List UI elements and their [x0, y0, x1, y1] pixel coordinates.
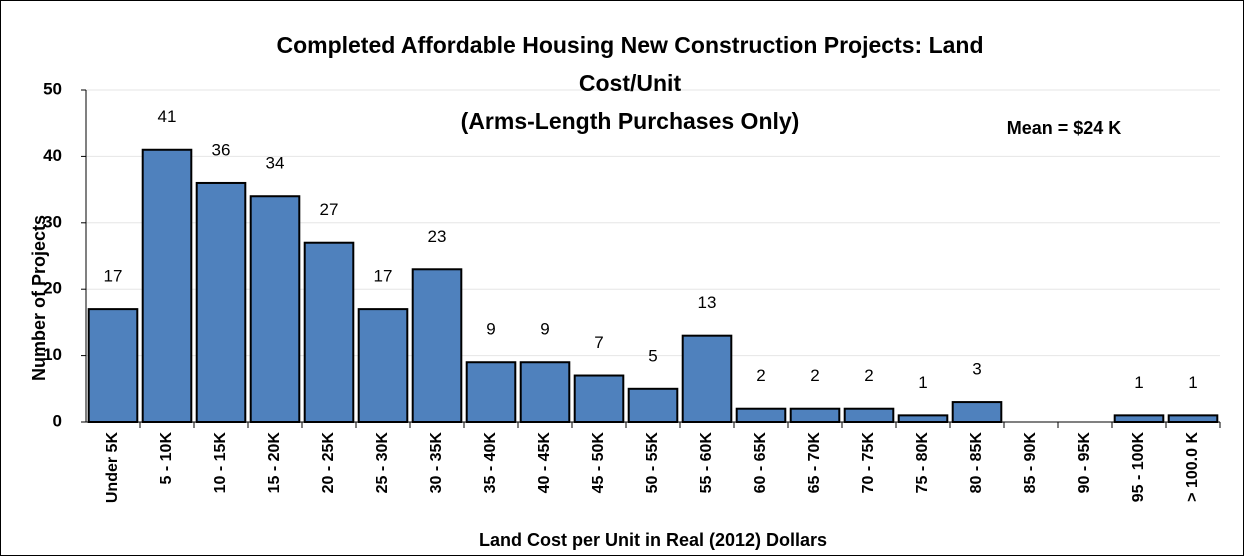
bar: [411, 268, 463, 423]
x-tick-label: 80 - 85K: [968, 432, 985, 494]
chart-title: (Arms-Length Purchases Only): [461, 108, 800, 134]
x-tick-label: 75 - 80K: [914, 432, 931, 494]
x-tick-label: 85 - 90K: [1022, 432, 1039, 494]
x-tick-label: 25 - 30K: [374, 432, 391, 494]
data-label: 34: [266, 154, 285, 173]
data-label: 1: [1188, 373, 1197, 392]
data-label: 13: [698, 293, 717, 312]
bar: [357, 308, 409, 423]
x-tick-label: 5 - 10K: [158, 432, 175, 485]
x-tick-label: 45 - 50K: [590, 432, 607, 494]
data-label: 2: [810, 366, 819, 385]
data-label: 9: [486, 320, 495, 339]
y-tick-label: 40: [43, 146, 62, 165]
x-tick-label: 35 - 40K: [482, 432, 499, 494]
bar: [1113, 414, 1165, 423]
x-axis-label: Land Cost per Unit in Real (2012) Dollar…: [479, 530, 827, 550]
x-tick-label: 60 - 65K: [752, 432, 769, 494]
x-tick-label: > 100.0 K: [1184, 432, 1201, 502]
x-tick-label: 15 - 20K: [266, 432, 283, 494]
bar: [951, 401, 1003, 423]
data-label: 9: [540, 320, 549, 339]
y-tick-label: 0: [53, 411, 62, 430]
bar: [897, 414, 949, 423]
bar: [519, 361, 571, 423]
y-tick-label: 30: [43, 212, 62, 231]
data-label: 5: [648, 346, 657, 365]
bar: [627, 387, 679, 423]
data-label: 17: [374, 267, 393, 286]
y-tick-label: 10: [43, 345, 62, 364]
x-tick-label: 55 - 60K: [698, 432, 715, 494]
bar: [87, 308, 139, 423]
bar: [573, 374, 625, 423]
y-tick-label: 20: [43, 279, 62, 298]
data-label: 2: [756, 366, 765, 385]
data-label: 2: [864, 366, 873, 385]
x-tick-label: 90 - 95K: [1076, 432, 1093, 494]
data-label: 7: [594, 333, 603, 352]
x-tick-label: 95 - 100K: [1130, 432, 1147, 503]
bar: [303, 241, 355, 423]
x-tick-label: 40 - 45K: [536, 432, 553, 494]
data-label: 17: [104, 267, 123, 286]
bar: [195, 181, 247, 423]
chart-title: Cost/Unit: [579, 70, 682, 96]
data-label: 36: [212, 140, 231, 159]
bar: [789, 407, 841, 424]
bar: [141, 148, 193, 423]
x-tick-label: Under 5K: [104, 432, 121, 504]
x-tick-label: 30 - 35K: [428, 432, 445, 494]
data-label: 3: [972, 360, 981, 379]
x-tick-label: 70 - 75K: [860, 432, 877, 494]
annotation: Mean = $24 K: [1007, 118, 1122, 138]
bar: [681, 334, 733, 423]
y-axis-label: Number of Projects: [29, 215, 49, 381]
bar: [249, 195, 301, 423]
data-label: 1: [1134, 373, 1143, 392]
data-label: 23: [428, 227, 447, 246]
bar: [1167, 414, 1219, 423]
bar: [465, 361, 517, 423]
x-tick-label: 50 - 55K: [644, 432, 661, 494]
y-tick-label: 50: [43, 79, 62, 98]
data-label: 41: [158, 107, 177, 126]
bar: [735, 407, 787, 424]
x-tick-label: 20 - 25K: [320, 432, 337, 494]
x-tick-label: 10 - 15K: [212, 432, 229, 494]
bar: [843, 407, 895, 424]
data-label: 27: [320, 200, 339, 219]
data-label: 1: [918, 373, 927, 392]
x-tick-label: 65 - 70K: [806, 432, 823, 494]
chart-title: Completed Affordable Housing New Constru…: [276, 32, 983, 58]
